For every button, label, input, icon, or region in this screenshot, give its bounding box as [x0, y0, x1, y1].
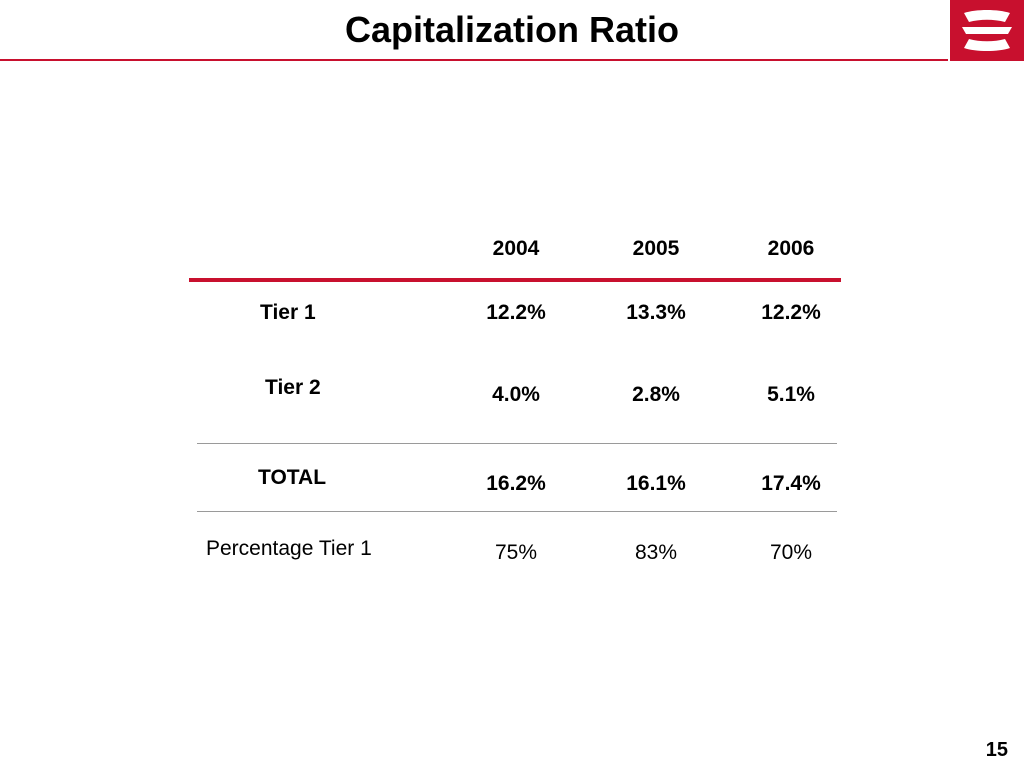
slide-title: Capitalization Ratio [344, 9, 680, 50]
tier-2-2006-value: 5.1% [767, 383, 815, 406]
row-label-tier-2: Tier 2 [265, 376, 321, 399]
header-divider [0, 59, 948, 61]
tier-1-2004-value: 12.2% [486, 301, 546, 324]
total-divider-bottom [197, 511, 837, 512]
percentage-tier-1-2004-value: 75% [494, 541, 538, 564]
total-divider-top [197, 443, 837, 444]
tier-2-2004-value: 4.0% [492, 383, 540, 406]
percentage-tier-1-2006-value: 70% [769, 541, 813, 564]
tier-2-2005-value: 2.8% [632, 383, 680, 406]
tier-1-2005-value: 13.3% [626, 301, 686, 324]
bank-logo-icon [950, 0, 1024, 61]
page-number: 15 [985, 739, 1008, 761]
total-2006-value: 17.4% [761, 472, 821, 495]
row-label-tier-1: Tier 1 [260, 301, 316, 324]
column-header-2004: 2004 [492, 237, 540, 260]
column-header-2006: 2006 [767, 237, 815, 260]
row-label-total: TOTAL [258, 466, 327, 489]
total-2004-value: 16.2% [486, 472, 546, 495]
row-label-percentage-tier-1: Percentage Tier 1 [206, 537, 372, 560]
tier-1-2006-value: 12.2% [761, 301, 821, 324]
column-header-2005: 2005 [632, 237, 680, 260]
table-header-divider [189, 278, 841, 282]
total-2005-value: 16.1% [626, 472, 686, 495]
percentage-tier-1-2005-value: 83% [634, 541, 678, 564]
